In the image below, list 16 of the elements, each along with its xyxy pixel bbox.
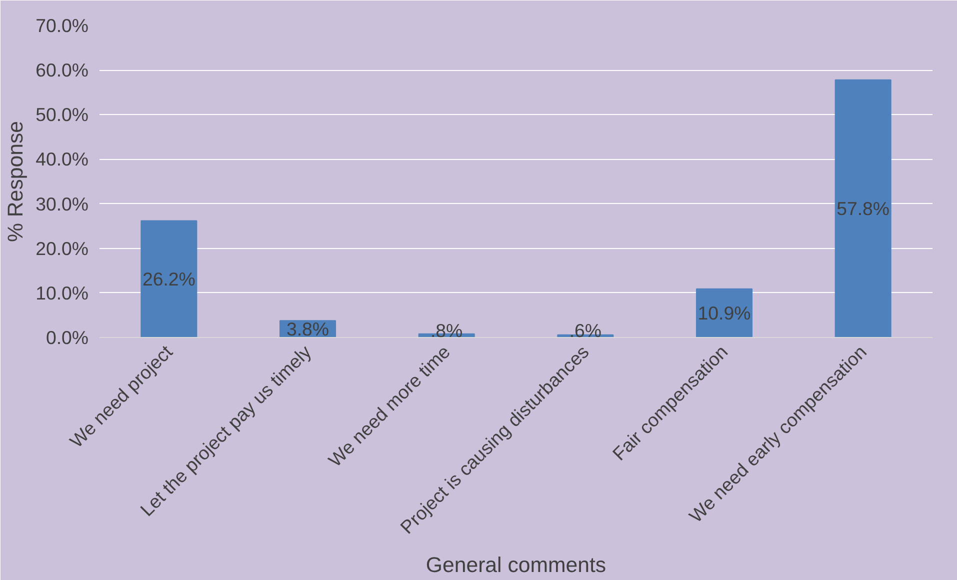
data-label: 10.9% bbox=[698, 302, 751, 324]
x-axis-title: General comments bbox=[426, 553, 606, 578]
data-label: 57.8% bbox=[836, 198, 890, 220]
y-tick-label: 30.0% bbox=[36, 193, 89, 214]
y-tick-label: 0.0% bbox=[46, 327, 89, 348]
y-tick-label: 20.0% bbox=[36, 238, 89, 259]
y-tick-label: 70.0% bbox=[36, 15, 89, 36]
y-tick-label: 10.0% bbox=[36, 282, 89, 304]
data-label: 26.2% bbox=[142, 268, 196, 290]
y-tick-label: 50.0% bbox=[36, 104, 89, 126]
data-label: 3.8% bbox=[286, 318, 330, 340]
y-tick-label: 60.0% bbox=[36, 60, 89, 81]
bar bbox=[834, 79, 892, 338]
y-tick-label: 40.0% bbox=[36, 148, 89, 170]
bar bbox=[140, 220, 198, 338]
y-axis-title: % Response bbox=[4, 121, 28, 242]
